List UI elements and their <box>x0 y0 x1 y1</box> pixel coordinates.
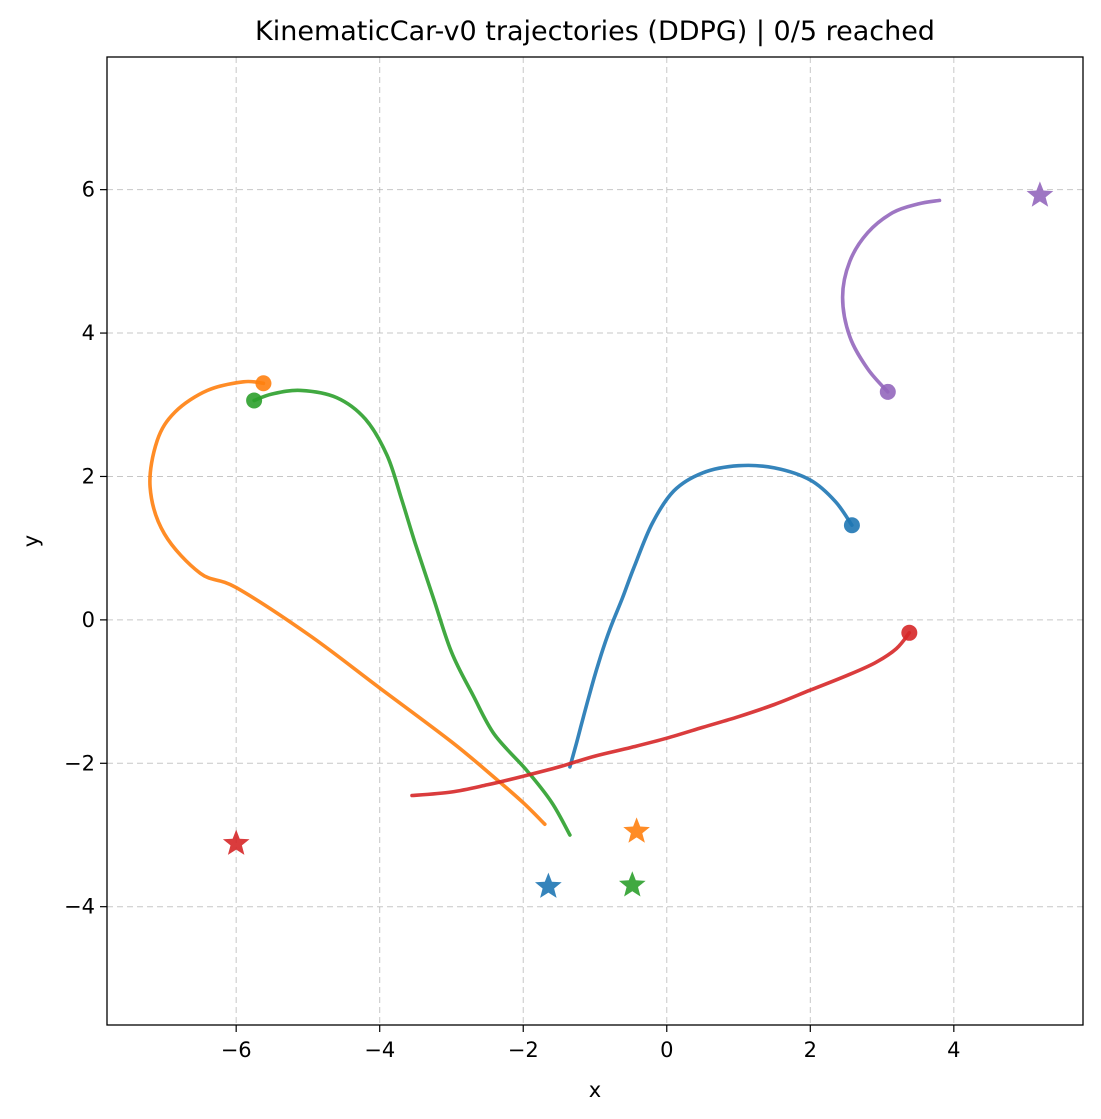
trajectory-2 <box>148 375 650 843</box>
x-tick-label: −4 <box>364 1038 395 1062</box>
trajectory-1 <box>535 463 860 898</box>
y-tick-label: 2 <box>82 464 95 488</box>
trajectories <box>148 181 1054 898</box>
x-tick-label: 2 <box>804 1038 817 1062</box>
y-tick-label: −4 <box>64 895 95 919</box>
trajectory-path <box>410 631 912 798</box>
chart-title: KinematicCar-v0 trajectories (DDPG) | 0/… <box>255 16 935 47</box>
trajectory-4 <box>222 624 918 855</box>
x-tick-label: −2 <box>508 1038 539 1062</box>
trajectory-path <box>252 388 572 837</box>
x-tick-label: −6 <box>221 1038 252 1062</box>
trajectory-path <box>840 198 942 394</box>
grid <box>107 57 1083 1025</box>
trajectory-path <box>568 463 854 769</box>
y-tick-label: 0 <box>82 608 95 632</box>
trajectory-5 <box>840 181 1054 400</box>
y-tick-label: −2 <box>64 751 95 775</box>
y-tick-label: 6 <box>82 178 95 202</box>
x-tick-label: 4 <box>947 1038 960 1062</box>
goal-star-icon <box>535 872 562 898</box>
trajectory-3 <box>246 388 646 897</box>
start-point <box>246 392 263 409</box>
goal-star-icon <box>619 871 646 897</box>
start-point <box>255 375 272 392</box>
trajectory-path <box>148 379 547 826</box>
x-axis-label: x <box>589 1078 601 1102</box>
start-point <box>879 383 896 400</box>
start-point <box>901 624 918 641</box>
goal-star-icon <box>1026 181 1054 207</box>
x-tick-label: 0 <box>660 1038 673 1062</box>
y-tick-label: 4 <box>82 321 95 345</box>
goal-star-icon <box>222 829 250 855</box>
ticks: −6 −4 −2 0 2 4 −4 −2 0 2 4 6 <box>64 178 960 1062</box>
y-axis-label: y <box>19 535 43 547</box>
goal-star-icon <box>623 817 650 843</box>
axes-frame <box>106 56 1084 1026</box>
start-point <box>843 517 860 534</box>
